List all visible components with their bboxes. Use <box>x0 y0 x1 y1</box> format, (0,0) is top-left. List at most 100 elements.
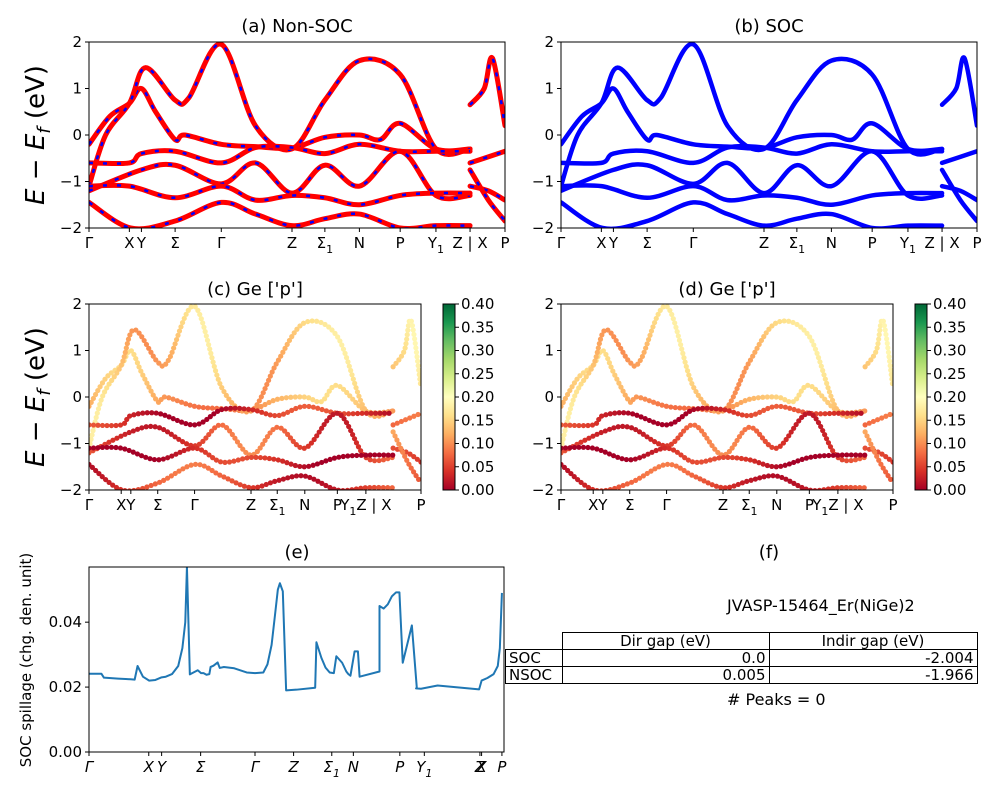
scatter-point <box>606 451 612 457</box>
scatter-point <box>691 385 697 391</box>
scatter-point <box>805 382 811 388</box>
scatter-point <box>302 473 309 479</box>
xtick-label-d: Σ <box>625 496 634 514</box>
scatter-point <box>589 486 596 490</box>
scatter-point <box>306 403 312 410</box>
xtick-label-a: Y <box>136 234 147 252</box>
scatter-point <box>215 422 222 428</box>
scatter-point <box>416 372 421 378</box>
scatter-point <box>310 404 316 410</box>
scatter-point <box>711 456 718 462</box>
scatter-point <box>615 424 621 430</box>
xtick-label-e: P <box>497 758 507 776</box>
scatter-point <box>782 404 788 410</box>
scatter-point <box>763 330 769 336</box>
scatter-point <box>225 476 231 482</box>
scatter-point <box>223 392 229 398</box>
scatter-point <box>786 461 793 467</box>
scatter-point <box>831 410 837 416</box>
scatter-point <box>207 414 213 420</box>
scatter-point <box>415 358 421 364</box>
scatter-point <box>685 470 691 476</box>
scatter-point <box>757 475 763 481</box>
scatter-point <box>640 473 647 479</box>
scatter-point <box>390 364 396 370</box>
scatter-point <box>773 403 780 409</box>
scatter-point <box>156 360 162 366</box>
scatter-point <box>111 374 117 380</box>
scatter-point <box>713 483 719 489</box>
band-line-band5 <box>89 182 473 208</box>
scatter-point <box>229 400 235 406</box>
scatter-point <box>638 414 644 420</box>
scatter-point <box>685 457 691 463</box>
scatter-point <box>620 482 626 489</box>
scatter-point <box>244 455 250 461</box>
scatter-point <box>259 483 265 489</box>
scatter-point <box>874 417 881 423</box>
xtick-label-a: Γ <box>217 234 226 252</box>
scatter-point <box>675 435 681 441</box>
scatter-point <box>106 439 112 445</box>
scatter-point <box>703 458 709 464</box>
scatter-point <box>819 393 825 399</box>
scatter-point <box>615 341 622 348</box>
colorbar-tick-label: 0.20 <box>933 388 966 406</box>
scatter-point <box>594 446 600 452</box>
scatter-point <box>269 369 275 375</box>
scatter-point <box>319 459 325 466</box>
scatter-point <box>716 455 722 461</box>
scatter-point <box>196 421 202 427</box>
scatter-point <box>644 434 650 440</box>
scatter-point <box>736 381 742 388</box>
band-dash-band10 <box>468 169 505 222</box>
scatter-point <box>695 406 701 412</box>
scatter-point <box>181 447 187 454</box>
scatter-point <box>292 394 298 400</box>
scatter-point <box>191 403 198 409</box>
scatter-point <box>592 358 598 364</box>
scatter-point <box>412 340 418 346</box>
scatter-point <box>684 425 690 431</box>
scatter-point <box>835 410 842 416</box>
scatter-point <box>769 323 775 329</box>
scatter-point <box>759 435 766 441</box>
scatter-point <box>99 422 106 429</box>
scatter-point <box>737 377 744 383</box>
scatter-point <box>214 372 220 378</box>
scatter-point <box>562 395 568 402</box>
scatter-point <box>754 345 760 351</box>
panel-f-title: (f) <box>759 542 779 563</box>
scatter-point <box>319 480 325 486</box>
scatter-point <box>237 442 243 449</box>
scatter-point <box>653 447 659 454</box>
scatter-point <box>232 435 238 441</box>
scatter-point <box>809 338 815 344</box>
scatter-point <box>411 469 417 475</box>
scatter-point <box>877 327 883 333</box>
band-line-band5 <box>561 183 945 208</box>
scatter-point <box>402 345 408 351</box>
scatter-point <box>135 411 141 417</box>
scatter-point <box>329 384 335 391</box>
scatter-point <box>754 428 760 434</box>
scatter-point <box>798 388 804 394</box>
scatter-point <box>349 453 355 459</box>
scatter-point <box>144 484 150 490</box>
scatter-point <box>598 447 604 454</box>
scatter-point <box>644 470 650 477</box>
scatter-point <box>254 402 260 408</box>
scatter-point <box>752 458 758 464</box>
scatter-point <box>815 419 822 426</box>
scatter-point <box>93 467 99 474</box>
scatter-point <box>392 433 398 439</box>
scatter-point <box>381 452 387 458</box>
scatter-point <box>229 478 235 484</box>
scatter-point <box>718 484 724 490</box>
panel-a-ylabel: E − Ef (eV) <box>21 65 55 205</box>
scatter-point <box>267 373 273 379</box>
scatter-point <box>672 419 678 425</box>
scatter-point <box>701 478 707 484</box>
scatter-point <box>407 451 413 457</box>
